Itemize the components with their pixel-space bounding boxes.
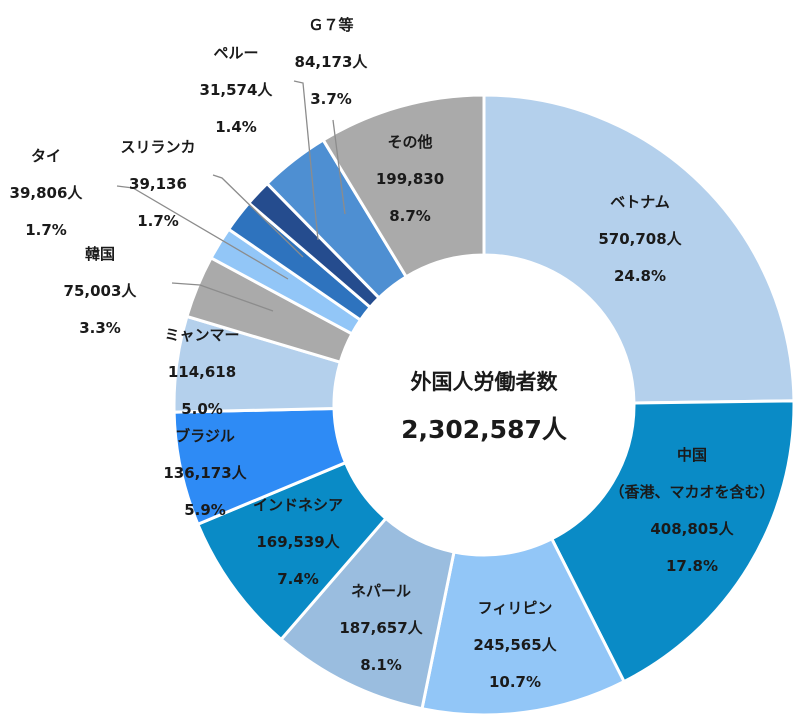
label-value: 114,618 [167,363,237,381]
label-value: 136,173人 [163,464,247,482]
label-percent: 3.7% [310,90,352,108]
label-percent: 24.8% [613,267,667,285]
label-value: 245,565人 [473,636,557,654]
label-name: スリランカ [120,138,196,156]
label-name: 韓国 [84,245,115,263]
label-value: 570,708人 [598,230,682,248]
label-value: 39,136 [129,175,187,193]
label-name: ミャンマー [164,326,240,344]
center-title: 外国人労働者数 [410,370,558,394]
label-value: 31,574人 [199,81,273,99]
label-value: 187,657人 [339,619,423,637]
label-name: フィリピン [477,599,553,617]
label-percent: 1.7% [25,221,67,239]
label-percent: 17.8% [665,557,719,575]
leader-line-korea [171,282,274,312]
label-name: インドネシア [252,496,343,514]
label-name: ペルー [213,44,259,62]
label-percent: 1.4% [215,118,257,136]
label-value: 39,806人 [9,184,83,202]
donut-slices [172,93,796,717]
label-value: 408,805人 [650,520,734,538]
label-name: ネパール [350,582,411,600]
label-percent: 5.9% [184,501,226,519]
center-total: 2,302,587人 [401,415,567,444]
label-name: 中国 [676,446,707,464]
label-percent: 7.4% [277,570,319,588]
label-value: （香港、マカオを含む） [609,483,775,501]
label-value: 84,173人 [294,53,368,71]
label-value: 75,003人 [63,282,137,300]
leader-line-peru [293,80,319,241]
leader-lines [116,80,346,312]
label-percent: 5.0% [181,400,223,418]
leader-line-g7 [332,119,346,215]
label-percent: 8.7% [389,207,431,225]
slice-1 [549,399,796,684]
label-percent: 8.1% [360,656,402,674]
label-percent: 10.7% [488,673,542,691]
slice-2 [420,536,627,717]
label-name: その他 [387,133,433,151]
slice-0 [482,93,796,405]
label-name: Ｇ７等 [308,16,354,34]
leader-line-sri-lanka [212,174,304,258]
label-percent: 3.3% [79,319,121,337]
label-name: ベトナム [610,193,670,211]
slice-12 [321,93,486,279]
label-name: ブラジル [175,427,235,445]
label-name: タイ [30,147,61,165]
label-value: 199,830 [375,170,445,188]
leader-line-thailand [116,185,289,280]
label-value: 169,539人 [256,533,340,551]
label-percent: 1.7% [137,212,179,230]
